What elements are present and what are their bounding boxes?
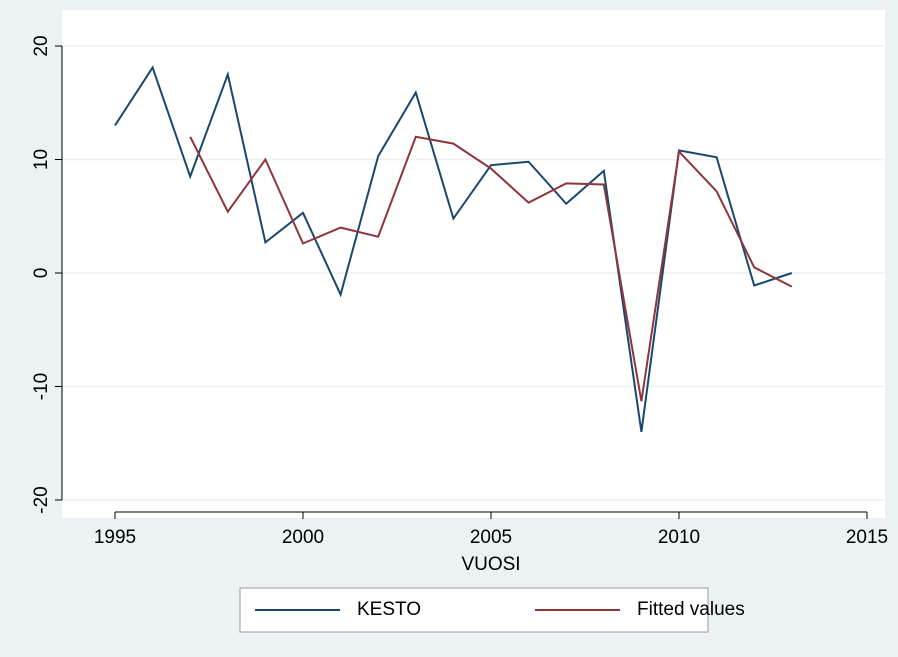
y-tick-label: 20 [31, 35, 52, 56]
y-tick-label: 0 [31, 268, 52, 279]
x-tick-label: 2015 [846, 527, 888, 548]
plot-area [62, 10, 885, 518]
x-tick-label: 2010 [658, 527, 700, 548]
legend-label: Fitted values [637, 599, 745, 620]
series-line [189, 135, 793, 402]
legend-label: KESTO [357, 599, 421, 620]
x-tick-label: 2005 [470, 527, 512, 548]
x-tick-label: 1995 [94, 527, 136, 548]
x-axis-label: VUOSI [461, 554, 520, 575]
y-tick-label: -20 [31, 486, 52, 513]
x-tick-label: 2000 [282, 527, 324, 548]
y-tick-label: -10 [31, 373, 52, 400]
y-tick-label: 10 [31, 149, 52, 170]
